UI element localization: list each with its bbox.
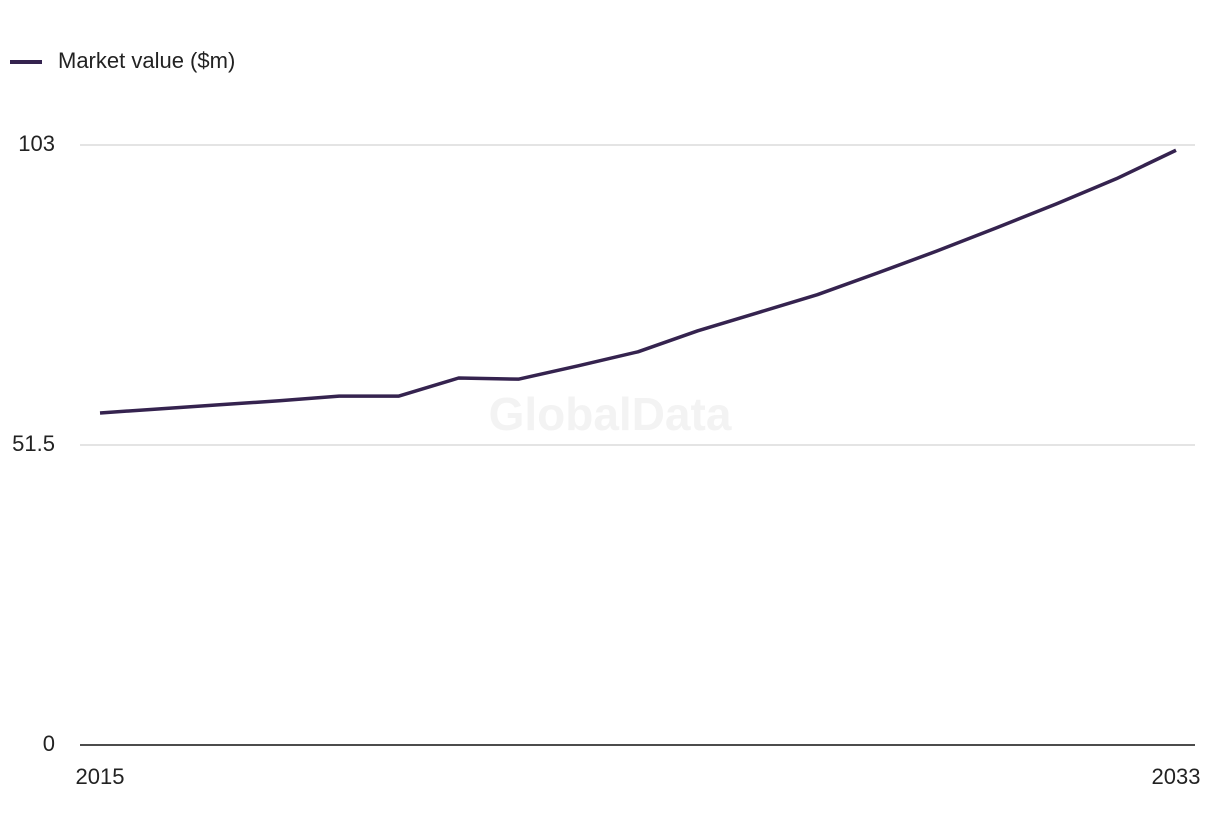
watermark: GlobalData [489, 388, 732, 440]
y-tick-label: 0 [43, 731, 55, 756]
line-series [99, 148, 1177, 415]
y-tick-label: 51.5 [12, 431, 55, 456]
legend-label: Market value ($m) [58, 48, 235, 73]
x-tick-label: 2015 [76, 764, 125, 789]
x-tick-label: 2033 [1152, 764, 1201, 789]
y-tick-label: 103 [18, 131, 55, 156]
